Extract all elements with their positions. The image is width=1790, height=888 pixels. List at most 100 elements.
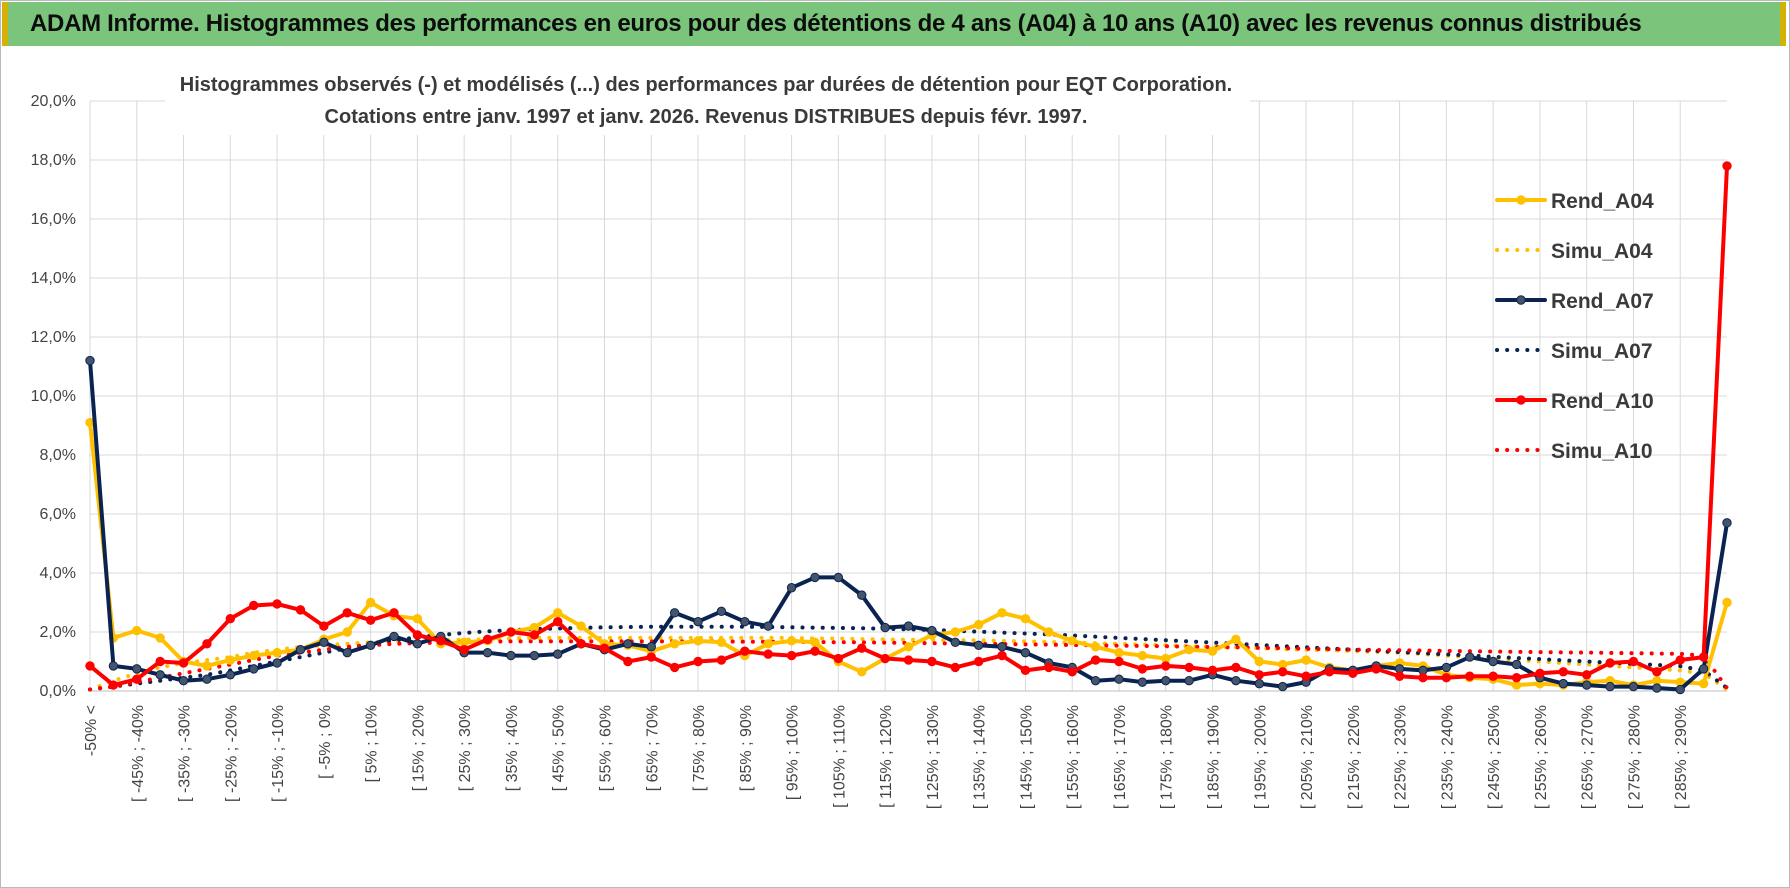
- data-point-rend_a10: [249, 600, 259, 611]
- data-point-rend_a07: [786, 583, 797, 593]
- data-point-rend_a04: [576, 621, 586, 631]
- data-point-rend_a10: [482, 634, 493, 645]
- data-point-rend_a10: [1301, 671, 1311, 681]
- data-point-rend_a04: [786, 636, 797, 646]
- data-point-rend_a04: [1114, 647, 1124, 658]
- x-axis-ticks: -50% < [ -45% ; -40% [ -35% ; -30% [ -25% ;…: [83, 705, 1690, 809]
- x-tick-label: [ 225% ; 230%: [1393, 705, 1410, 809]
- data-point-rend_a07: [973, 640, 984, 650]
- data-point-rend_a07: [1722, 518, 1732, 528]
- data-point-rend_a07: [553, 649, 563, 659]
- data-point-rend_a10: [132, 674, 142, 684]
- data-point-rend_a07: [1675, 684, 1685, 695]
- data-point-rend_a10: [646, 652, 656, 662]
- data-point-rend_a07: [1090, 675, 1101, 686]
- data-point-rend_a07: [1698, 664, 1709, 674]
- data-point-rend_a07: [365, 640, 376, 650]
- x-tick-label: -50% <: [83, 705, 100, 756]
- data-point-rend_a10: [202, 639, 212, 649]
- data-point-rend_a10: [1441, 673, 1452, 683]
- y-tick-label: 4,0%: [40, 565, 76, 582]
- data-point-rend_a07: [225, 670, 236, 680]
- data-point-rend_a04: [553, 608, 563, 618]
- data-point-rend_a10: [1324, 667, 1335, 677]
- x-tick-label: [ 105% ; 110%: [831, 705, 848, 808]
- data-point-rend_a10: [950, 662, 960, 673]
- y-tick-label: 20,0%: [31, 93, 76, 110]
- x-tick-label: [ 285% ; 290%: [1673, 705, 1690, 809]
- data-point-rend_a10: [1558, 667, 1569, 677]
- x-tick-label: [ -45% ; -40%: [130, 705, 147, 802]
- x-tick-label: [ 115% ; 120%: [878, 705, 895, 808]
- data-point-rend_a10: [1348, 668, 1358, 678]
- data-point-rend_a10: [1652, 667, 1662, 677]
- data-point-rend_a10: [1254, 670, 1264, 680]
- x-tick-label: [ 95% ; 100%: [785, 705, 802, 800]
- data-point-rend_a07: [108, 661, 119, 671]
- data-point-rend_a07: [249, 664, 259, 674]
- data-point-rend_a10: [506, 627, 516, 637]
- data-point-rend_a04: [1207, 646, 1218, 656]
- data-point-rend_a04: [669, 639, 680, 649]
- data-point-rend_a10: [623, 656, 633, 667]
- x-tick-label: [ 275% ; 280%: [1626, 705, 1643, 809]
- data-point-rend_a04: [1184, 645, 1194, 655]
- data-point-rend_a10: [412, 630, 423, 640]
- data-point-rend_a04: [857, 667, 867, 677]
- x-tick-label: [ -5% ; 0%: [317, 705, 334, 779]
- data-point-rend_a10: [927, 656, 937, 667]
- data-point-rend_a07: [1020, 647, 1031, 658]
- data-point-rend_a07: [1441, 662, 1452, 673]
- data-point-rend_a07: [1511, 659, 1522, 670]
- data-point-rend_a04: [693, 636, 703, 646]
- x-tick-label: [ 215% ; 220%: [1346, 705, 1363, 809]
- data-point-rend_a04: [810, 637, 820, 648]
- data-point-rend_a10: [997, 650, 1007, 661]
- data-point-rend_a10: [436, 636, 446, 646]
- data-point-rend_a10: [763, 649, 773, 659]
- data-point-rend_a04: [973, 619, 984, 630]
- data-point-rend_a10: [389, 608, 399, 618]
- data-point-rend_a10: [85, 661, 95, 671]
- data-point-rend_a10: [1020, 665, 1031, 676]
- legend-label-simu_a07: Simu_A07: [1551, 340, 1653, 363]
- data-point-rend_a07: [669, 608, 680, 618]
- data-point-rend_a07: [389, 631, 399, 642]
- legend-marker-rend_a10: [1516, 395, 1526, 405]
- data-point-rend_a10: [1628, 656, 1639, 667]
- data-point-rend_a07: [623, 639, 633, 649]
- x-tick-label: [ 235% ; 240%: [1439, 705, 1456, 809]
- x-tick-label: [ 255% ; 260%: [1533, 705, 1550, 809]
- y-axis-ticks: 0,0% 2,0% 4,0% 6,0% 8,0% 10,0% 12,0% 14,0% 16,0%…: [31, 93, 76, 700]
- data-point-rend_a10: [319, 621, 329, 631]
- data-point-rend_a10: [1161, 661, 1171, 671]
- data-point-rend_a04: [249, 650, 259, 661]
- x-tick-label: [ 85% ; 90%: [738, 705, 755, 791]
- data-point-rend_a07: [1605, 681, 1615, 692]
- data-point-rend_a10: [178, 658, 189, 668]
- data-point-rend_a07: [85, 355, 95, 366]
- data-point-rend_a07: [880, 622, 890, 633]
- data-point-rend_a10: [1465, 671, 1475, 681]
- y-tick-label: 16,0%: [31, 211, 76, 228]
- data-point-rend_a04: [1067, 636, 1077, 646]
- data-point-rend_a04: [412, 614, 423, 624]
- data-point-rend_a10: [553, 616, 563, 627]
- data-point-rend_a04: [1231, 634, 1241, 645]
- data-point-rend_a07: [1161, 675, 1171, 686]
- data-point-rend_a04: [903, 642, 914, 652]
- data-point-rend_a07: [903, 621, 914, 631]
- data-point-rend_a10: [857, 643, 867, 653]
- data-point-rend_a10: [576, 639, 586, 649]
- data-point-rend_a04: [950, 627, 960, 637]
- data-point-rend_a10: [1067, 667, 1077, 677]
- data-point-rend_a07: [1628, 681, 1639, 692]
- data-point-rend_a07: [1581, 680, 1592, 690]
- x-tick-label: [ 195% ; 200%: [1252, 705, 1269, 809]
- data-point-rend_a10: [880, 653, 890, 664]
- legend-label-rend_a10: Rend_A10: [1551, 390, 1654, 413]
- data-point-rend_a07: [927, 625, 937, 636]
- data-point-rend_a10: [599, 643, 610, 653]
- data-point-rend_a10: [786, 650, 797, 661]
